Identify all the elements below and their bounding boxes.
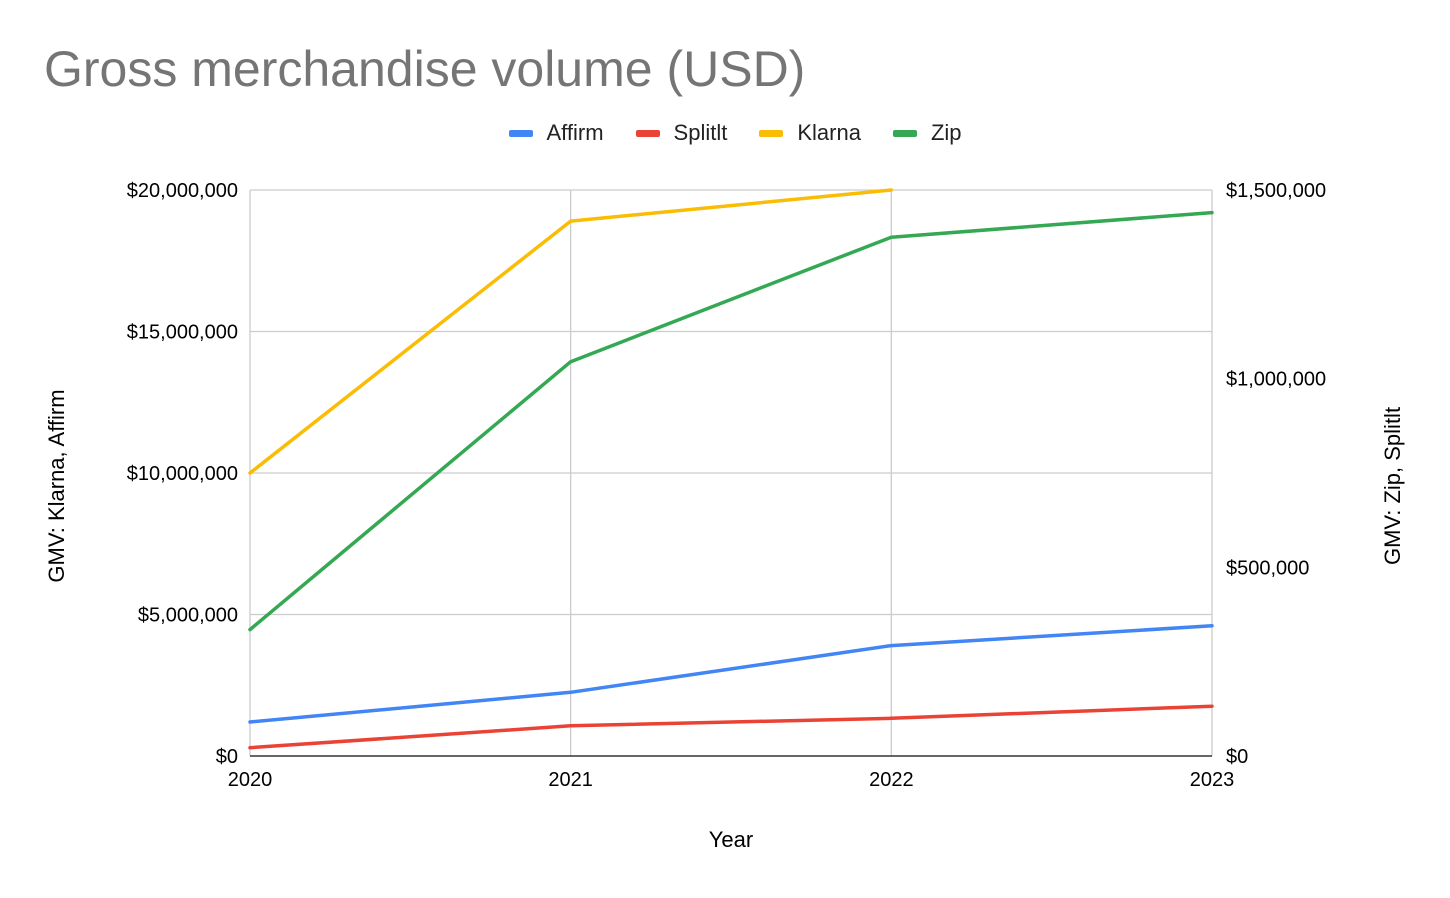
x-axis-title: Year xyxy=(709,827,753,852)
legend-item-zip[interactable]: Zip xyxy=(892,120,962,146)
x-tick-label: 2020 xyxy=(228,769,273,791)
legend-swatch-zip xyxy=(892,129,917,137)
y-axis-title-right: GMV: Zip, Splitlt xyxy=(1380,407,1405,565)
y-right-tick-label: $0 xyxy=(1226,746,1248,768)
series-lines xyxy=(248,188,1214,750)
x-tick-label: 2021 xyxy=(548,769,593,791)
y-right-tick-label: $500,000 xyxy=(1226,557,1309,579)
legend-label-splitlt: Splitlt xyxy=(673,120,728,145)
gridlines xyxy=(249,189,1213,756)
x-tick-label: 2023 xyxy=(1190,769,1235,791)
y-left-tick-label: $5,000,000 xyxy=(138,605,238,627)
legend-label-klarna: Klarna xyxy=(797,120,861,145)
y-left-tick-label: $0 xyxy=(216,746,238,768)
x-tick-label: 2022 xyxy=(869,769,914,791)
legend-item-affirm[interactable]: Affirm xyxy=(508,120,604,146)
chart-legend: Affirm Splitlt Klarna Zip xyxy=(0,120,1450,146)
series-line-affirm[interactable] xyxy=(248,624,1214,724)
y-right-tick-label: $1,500,000 xyxy=(1226,180,1326,202)
series-line-splitlt[interactable] xyxy=(248,704,1214,750)
tick-labels: $0 $5,000,000 $10,000,000 $15,000,000 $20,00… xyxy=(127,180,1326,791)
chart-title: Gross merchandise volume (USD) xyxy=(44,41,806,97)
y-axis-title-left: GMV: Klarna, Affirm xyxy=(44,389,69,582)
series-line-klarna[interactable] xyxy=(248,188,894,475)
legend-swatch-splitlt xyxy=(635,129,660,137)
y-left-tick-label: $15,000,000 xyxy=(127,322,238,344)
y-left-tick-label: $10,000,000 xyxy=(127,463,238,485)
y-left-tick-label: $20,000,000 xyxy=(127,180,238,202)
legend-swatch-klarna xyxy=(759,129,784,137)
legend-label-zip: Zip xyxy=(930,120,962,145)
legend-label-affirm: Affirm xyxy=(546,120,604,145)
legend-item-splitlt[interactable]: Splitlt xyxy=(635,120,728,146)
series-line-zip[interactable] xyxy=(248,210,1214,632)
legend-item-klarna[interactable]: Klarna xyxy=(759,120,861,146)
legend-swatch-affirm xyxy=(508,129,533,137)
y-right-tick-label: $1,000,000 xyxy=(1226,369,1326,391)
